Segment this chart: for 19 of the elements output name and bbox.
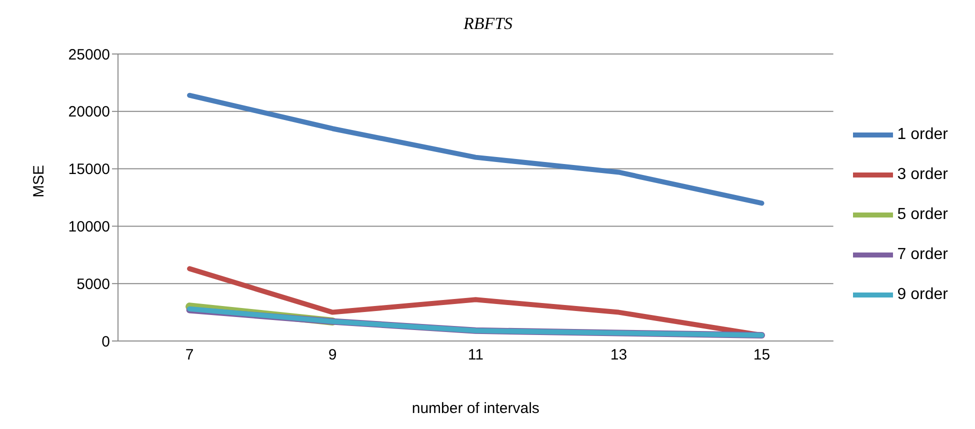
y-tick-label: 25000 (68, 46, 110, 64)
legend-label: 7 order (897, 246, 948, 263)
legend-label: 1 order (897, 126, 948, 143)
y-tick-label: 20000 (68, 104, 110, 121)
x-tick-label: 11 (468, 346, 484, 364)
x-tick-label: 13 (610, 346, 628, 364)
legend-label: 5 order (897, 206, 948, 223)
y-tick-label: 0 (102, 333, 110, 350)
y-tick-label: 15000 (68, 161, 110, 178)
x-tick-label: 9 (328, 346, 337, 364)
x-tick-label: 7 (185, 346, 194, 364)
y-tick-label: 10000 (68, 218, 110, 236)
x-tick-label: 15 (753, 346, 770, 364)
y-tick-label: 5000 (76, 276, 110, 293)
legend-label: 3 order (897, 166, 948, 183)
legend-label: 9 order (897, 286, 948, 303)
chart-title: RBFTS (462, 14, 514, 34)
x-axis-title: number of intervals (412, 400, 540, 417)
y-axis-title: MSE (30, 164, 48, 198)
